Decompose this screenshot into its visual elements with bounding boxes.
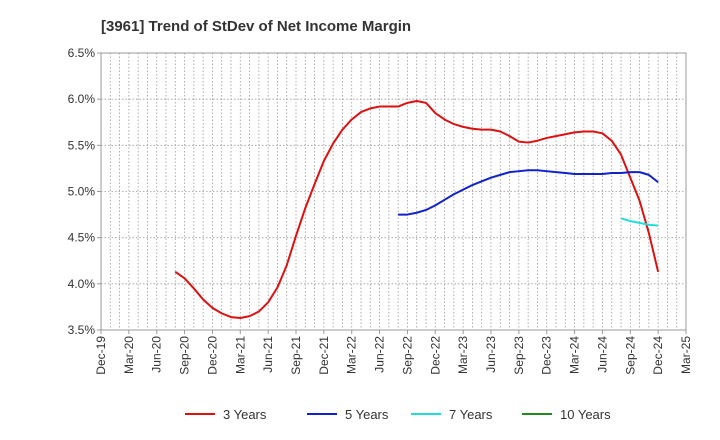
series-line-5-years: [398, 169, 659, 216]
series-line-7-years: [620, 217, 659, 227]
x-tick-label: Dec-24: [651, 336, 665, 375]
legend-label: 3 Years: [223, 407, 267, 422]
legend-label: 7 Years: [449, 407, 493, 422]
x-tick-label: Mar-21: [233, 336, 247, 374]
x-tick-label: Sep-20: [178, 336, 192, 375]
x-tick-label: Mar-25: [679, 336, 693, 374]
x-tick-label: Sep-22: [400, 336, 414, 375]
x-tick-label: Dec-21: [317, 336, 331, 375]
y-tick-label: 3.5%: [68, 323, 96, 337]
x-tick-label: Jun-22: [373, 336, 387, 373]
legend-label: 5 Years: [345, 407, 389, 422]
horizontal-gridlines: [101, 98, 686, 285]
series-line-3-years: [174, 100, 660, 319]
x-tick-label: Sep-21: [289, 336, 303, 375]
x-tick-label: Mar-20: [122, 336, 136, 374]
x-tick-label: Jun-20: [150, 336, 164, 373]
y-tick-label: 4.5%: [68, 231, 96, 245]
series-lines: [174, 100, 660, 319]
chart-title: [3961] Trend of StDev of Net Income Marg…: [101, 18, 411, 35]
legend: 3 Years 5 Years 7 Years 10 Years: [185, 407, 611, 422]
y-tick-label: 6.0%: [68, 92, 96, 106]
x-tick-label: Jun-24: [595, 336, 609, 373]
y-axis-ticks: 3.5% 4.0% 4.5% 5.0% 5.5% 6.0% 6.5%: [68, 46, 101, 337]
x-tick-label: Mar-23: [456, 336, 470, 374]
legend-label: 10 Years: [560, 407, 611, 422]
y-tick-label: 5.0%: [68, 185, 96, 199]
y-tick-label: 4.0%: [68, 277, 96, 291]
x-tick-label: Dec-22: [428, 336, 442, 375]
x-tick-label: Dec-23: [540, 336, 554, 375]
x-tick-label: Mar-22: [345, 336, 359, 374]
x-tick-label: Dec-19: [94, 336, 108, 375]
x-tick-label: Dec-20: [205, 336, 219, 375]
x-axis-ticks: Dec-19 Mar-20 Jun-20 Sep-20 Dec-20 Mar-21 Jun-…: [94, 330, 693, 375]
y-tick-label: 5.5%: [68, 138, 96, 152]
x-tick-label: Jun-23: [484, 336, 498, 373]
x-tick-label: Sep-23: [512, 336, 526, 375]
x-tick-label: Jun-21: [261, 336, 275, 373]
x-tick-label: Mar-24: [568, 336, 582, 374]
x-tick-label: Sep-24: [623, 336, 637, 375]
y-tick-label: 6.5%: [68, 46, 96, 60]
